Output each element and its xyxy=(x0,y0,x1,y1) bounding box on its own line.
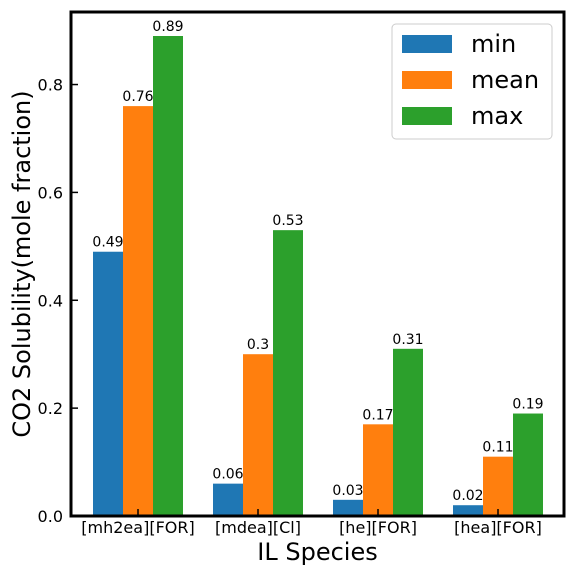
data-label-min-mh2ea-for: 0.49 xyxy=(92,235,123,251)
data-label-max-mdea-cl: 0.53 xyxy=(272,213,303,229)
legend-label-max: max xyxy=(471,102,523,130)
bar-mean-mh2ea-for xyxy=(123,106,153,516)
y-axis-title: CO2 Solubility(mole fraction) xyxy=(8,90,36,437)
bar-max-mdea-cl xyxy=(273,230,303,517)
bar-min-he-for xyxy=(333,499,363,516)
data-label-min-mdea-cl: 0.06 xyxy=(212,467,243,483)
data-label-mean-hea-for: 0.11 xyxy=(482,440,513,456)
bar-mean-mdea-cl xyxy=(243,354,273,516)
data-labels-group: 0.49 0.76 0.89 0.06 0.3 0.53 0.03 0.17 0.31 0.02 0… xyxy=(92,19,543,504)
x-axis: [mh2ea][FOR] [mdea][Cl] [he][FOR] [hea][FOR… xyxy=(81,509,542,537)
legend-label-mean: mean xyxy=(471,66,539,94)
y-tick-label-4: 0.8 xyxy=(38,76,63,95)
y-tick-label-0: 0.0 xyxy=(38,507,63,526)
x-tick-label-hea-for: [hea][FOR] xyxy=(454,518,542,537)
bar-max-mh2ea-for xyxy=(153,36,183,516)
legend-swatch-max xyxy=(402,107,452,125)
data-label-mean-he-for: 0.17 xyxy=(362,407,393,423)
legend-label-min: min xyxy=(471,30,516,58)
y-tick-label-1: 0.2 xyxy=(38,399,63,418)
bar-mean-he-for xyxy=(363,424,393,516)
x-tick-label-mdea-cl: [mdea][Cl] xyxy=(215,518,301,537)
x-axis-title: IL Species xyxy=(257,538,377,566)
data-label-min-hea-for: 0.02 xyxy=(452,488,483,504)
legend-swatch-min xyxy=(402,35,452,53)
bar-min-mdea-cl xyxy=(213,483,243,516)
bar-mean-hea-for xyxy=(483,456,513,516)
x-tick-label-mh2ea-for: [mh2ea][FOR] xyxy=(81,518,194,537)
data-label-min-he-for: 0.03 xyxy=(332,483,363,499)
bars-group xyxy=(93,36,543,517)
data-label-max-he-for: 0.31 xyxy=(392,332,423,348)
bar-min-mh2ea-for xyxy=(93,251,123,516)
x-tick-label-he-for: [he][FOR] xyxy=(339,518,417,537)
bar-max-hea-for xyxy=(513,413,543,516)
bar-min-hea-for xyxy=(453,505,483,516)
y-tick-label-3: 0.6 xyxy=(38,183,63,202)
legend-swatch-mean xyxy=(402,71,452,89)
bar-max-he-for xyxy=(393,348,423,516)
legend: min mean max xyxy=(391,23,553,140)
plot-frame xyxy=(69,10,566,518)
data-label-mean-mh2ea-for: 0.76 xyxy=(122,89,153,105)
data-label-max-mh2ea-for: 0.89 xyxy=(152,19,183,35)
data-label-max-hea-for: 0.19 xyxy=(512,397,543,413)
y-tick-label-2: 0.4 xyxy=(38,291,63,310)
data-label-mean-mdea-cl: 0.3 xyxy=(247,337,269,353)
